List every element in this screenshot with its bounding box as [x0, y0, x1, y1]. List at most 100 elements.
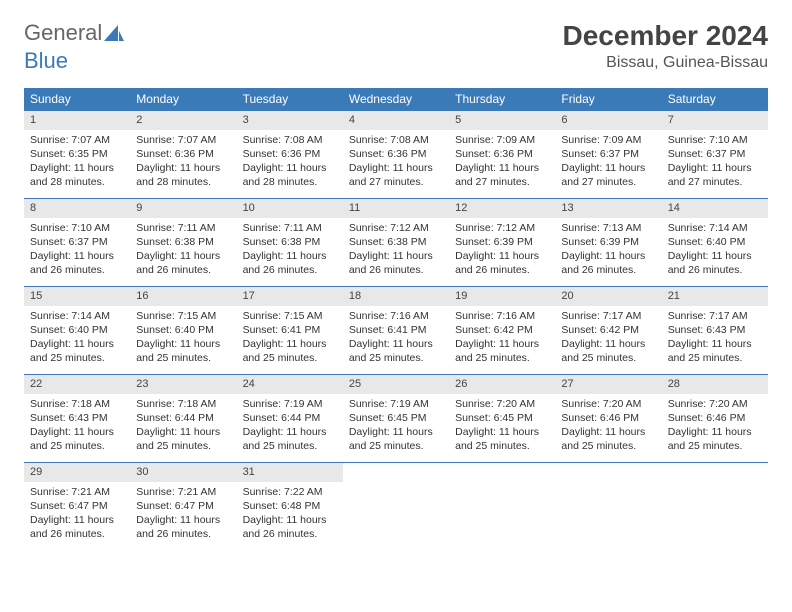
sunset-line: Sunset: 6:45 PM	[349, 411, 443, 425]
calendar-day-cell	[449, 462, 555, 550]
calendar-day-cell: 13Sunrise: 7:13 AMSunset: 6:39 PMDayligh…	[555, 198, 661, 286]
daylight-line: Daylight: 11 hours and 25 minutes.	[30, 337, 124, 365]
logo-sail-icon	[104, 25, 124, 41]
daylight-line: Daylight: 11 hours and 26 minutes.	[136, 513, 230, 541]
daylight-line: Daylight: 11 hours and 27 minutes.	[455, 161, 549, 189]
calendar-week-row: 29Sunrise: 7:21 AMSunset: 6:47 PMDayligh…	[24, 462, 768, 550]
day-number: 5	[449, 110, 555, 130]
sunrise-line: Sunrise: 7:18 AM	[136, 397, 230, 411]
daylight-line: Daylight: 11 hours and 25 minutes.	[455, 337, 549, 365]
calendar-body: 1Sunrise: 7:07 AMSunset: 6:35 PMDaylight…	[24, 110, 768, 550]
logo-text-2: Blue	[24, 48, 68, 74]
weekday-header: Monday	[130, 88, 236, 110]
day-body: Sunrise: 7:13 AMSunset: 6:39 PMDaylight:…	[555, 218, 661, 281]
day-body: Sunrise: 7:15 AMSunset: 6:40 PMDaylight:…	[130, 306, 236, 369]
page-title: December 2024	[563, 20, 768, 52]
day-body: Sunrise: 7:11 AMSunset: 6:38 PMDaylight:…	[130, 218, 236, 281]
sunrise-line: Sunrise: 7:08 AM	[243, 133, 337, 147]
sunset-line: Sunset: 6:36 PM	[243, 147, 337, 161]
day-number: 15	[24, 286, 130, 306]
day-number: 26	[449, 374, 555, 394]
daylight-line: Daylight: 11 hours and 25 minutes.	[243, 337, 337, 365]
sunset-line: Sunset: 6:40 PM	[136, 323, 230, 337]
day-number: 1	[24, 110, 130, 130]
sunrise-line: Sunrise: 7:19 AM	[243, 397, 337, 411]
day-body: Sunrise: 7:22 AMSunset: 6:48 PMDaylight:…	[237, 482, 343, 545]
day-body: Sunrise: 7:20 AMSunset: 6:46 PMDaylight:…	[662, 394, 768, 457]
day-body: Sunrise: 7:20 AMSunset: 6:46 PMDaylight:…	[555, 394, 661, 457]
calendar-day-cell: 19Sunrise: 7:16 AMSunset: 6:42 PMDayligh…	[449, 286, 555, 374]
daylight-line: Daylight: 11 hours and 26 minutes.	[349, 249, 443, 277]
sunset-line: Sunset: 6:36 PM	[349, 147, 443, 161]
sunrise-line: Sunrise: 7:14 AM	[30, 309, 124, 323]
sunrise-line: Sunrise: 7:20 AM	[561, 397, 655, 411]
day-number: 23	[130, 374, 236, 394]
sunrise-line: Sunrise: 7:11 AM	[136, 221, 230, 235]
day-body: Sunrise: 7:16 AMSunset: 6:41 PMDaylight:…	[343, 306, 449, 369]
logo: General	[24, 20, 124, 46]
sunrise-line: Sunrise: 7:17 AM	[561, 309, 655, 323]
sunrise-line: Sunrise: 7:21 AM	[136, 485, 230, 499]
sunrise-line: Sunrise: 7:08 AM	[349, 133, 443, 147]
sunrise-line: Sunrise: 7:19 AM	[349, 397, 443, 411]
calendar-week-row: 1Sunrise: 7:07 AMSunset: 6:35 PMDaylight…	[24, 110, 768, 198]
calendar-day-cell: 15Sunrise: 7:14 AMSunset: 6:40 PMDayligh…	[24, 286, 130, 374]
calendar-day-cell	[555, 462, 661, 550]
day-number: 11	[343, 198, 449, 218]
day-number: 17	[237, 286, 343, 306]
sunset-line: Sunset: 6:39 PM	[455, 235, 549, 249]
calendar-day-cell: 7Sunrise: 7:10 AMSunset: 6:37 PMDaylight…	[662, 110, 768, 198]
sunset-line: Sunset: 6:46 PM	[668, 411, 762, 425]
daylight-line: Daylight: 11 hours and 26 minutes.	[561, 249, 655, 277]
calendar-day-cell: 8Sunrise: 7:10 AMSunset: 6:37 PMDaylight…	[24, 198, 130, 286]
sunset-line: Sunset: 6:41 PM	[349, 323, 443, 337]
day-body: Sunrise: 7:12 AMSunset: 6:39 PMDaylight:…	[449, 218, 555, 281]
day-body: Sunrise: 7:07 AMSunset: 6:35 PMDaylight:…	[24, 130, 130, 193]
day-body: Sunrise: 7:21 AMSunset: 6:47 PMDaylight:…	[130, 482, 236, 545]
daylight-line: Daylight: 11 hours and 26 minutes.	[668, 249, 762, 277]
weekday-header: Sunday	[24, 88, 130, 110]
day-body: Sunrise: 7:09 AMSunset: 6:36 PMDaylight:…	[449, 130, 555, 193]
calendar-week-row: 8Sunrise: 7:10 AMSunset: 6:37 PMDaylight…	[24, 198, 768, 286]
sunrise-line: Sunrise: 7:12 AM	[349, 221, 443, 235]
sunset-line: Sunset: 6:41 PM	[243, 323, 337, 337]
day-body: Sunrise: 7:17 AMSunset: 6:43 PMDaylight:…	[662, 306, 768, 369]
weekday-header-row: SundayMondayTuesdayWednesdayThursdayFrid…	[24, 88, 768, 110]
calendar-day-cell: 6Sunrise: 7:09 AMSunset: 6:37 PMDaylight…	[555, 110, 661, 198]
day-number: 19	[449, 286, 555, 306]
calendar-day-cell	[662, 462, 768, 550]
day-number: 20	[555, 286, 661, 306]
day-body: Sunrise: 7:19 AMSunset: 6:45 PMDaylight:…	[343, 394, 449, 457]
day-number: 29	[24, 462, 130, 482]
calendar-day-cell: 29Sunrise: 7:21 AMSunset: 6:47 PMDayligh…	[24, 462, 130, 550]
calendar-day-cell: 9Sunrise: 7:11 AMSunset: 6:38 PMDaylight…	[130, 198, 236, 286]
day-body: Sunrise: 7:21 AMSunset: 6:47 PMDaylight:…	[24, 482, 130, 545]
sunrise-line: Sunrise: 7:15 AM	[136, 309, 230, 323]
day-number: 7	[662, 110, 768, 130]
daylight-line: Daylight: 11 hours and 25 minutes.	[561, 425, 655, 453]
day-number: 10	[237, 198, 343, 218]
sunset-line: Sunset: 6:43 PM	[668, 323, 762, 337]
sunset-line: Sunset: 6:37 PM	[30, 235, 124, 249]
weekday-header: Thursday	[449, 88, 555, 110]
calendar-day-cell: 11Sunrise: 7:12 AMSunset: 6:38 PMDayligh…	[343, 198, 449, 286]
calendar-day-cell: 23Sunrise: 7:18 AMSunset: 6:44 PMDayligh…	[130, 374, 236, 462]
sunrise-line: Sunrise: 7:22 AM	[243, 485, 337, 499]
daylight-line: Daylight: 11 hours and 25 minutes.	[349, 425, 443, 453]
weekday-header: Tuesday	[237, 88, 343, 110]
calendar-day-cell: 14Sunrise: 7:14 AMSunset: 6:40 PMDayligh…	[662, 198, 768, 286]
day-number: 28	[662, 374, 768, 394]
day-number: 3	[237, 110, 343, 130]
day-number: 8	[24, 198, 130, 218]
day-number: 12	[449, 198, 555, 218]
calendar-day-cell: 21Sunrise: 7:17 AMSunset: 6:43 PMDayligh…	[662, 286, 768, 374]
sunset-line: Sunset: 6:47 PM	[136, 499, 230, 513]
page-subtitle: Bissau, Guinea-Bissau	[563, 54, 768, 72]
calendar-day-cell: 1Sunrise: 7:07 AMSunset: 6:35 PMDaylight…	[24, 110, 130, 198]
calendar-day-cell: 20Sunrise: 7:17 AMSunset: 6:42 PMDayligh…	[555, 286, 661, 374]
calendar-day-cell: 4Sunrise: 7:08 AMSunset: 6:36 PMDaylight…	[343, 110, 449, 198]
calendar-table: SundayMondayTuesdayWednesdayThursdayFrid…	[24, 88, 768, 550]
day-body: Sunrise: 7:12 AMSunset: 6:38 PMDaylight:…	[343, 218, 449, 281]
day-body: Sunrise: 7:18 AMSunset: 6:43 PMDaylight:…	[24, 394, 130, 457]
sunrise-line: Sunrise: 7:10 AM	[668, 133, 762, 147]
